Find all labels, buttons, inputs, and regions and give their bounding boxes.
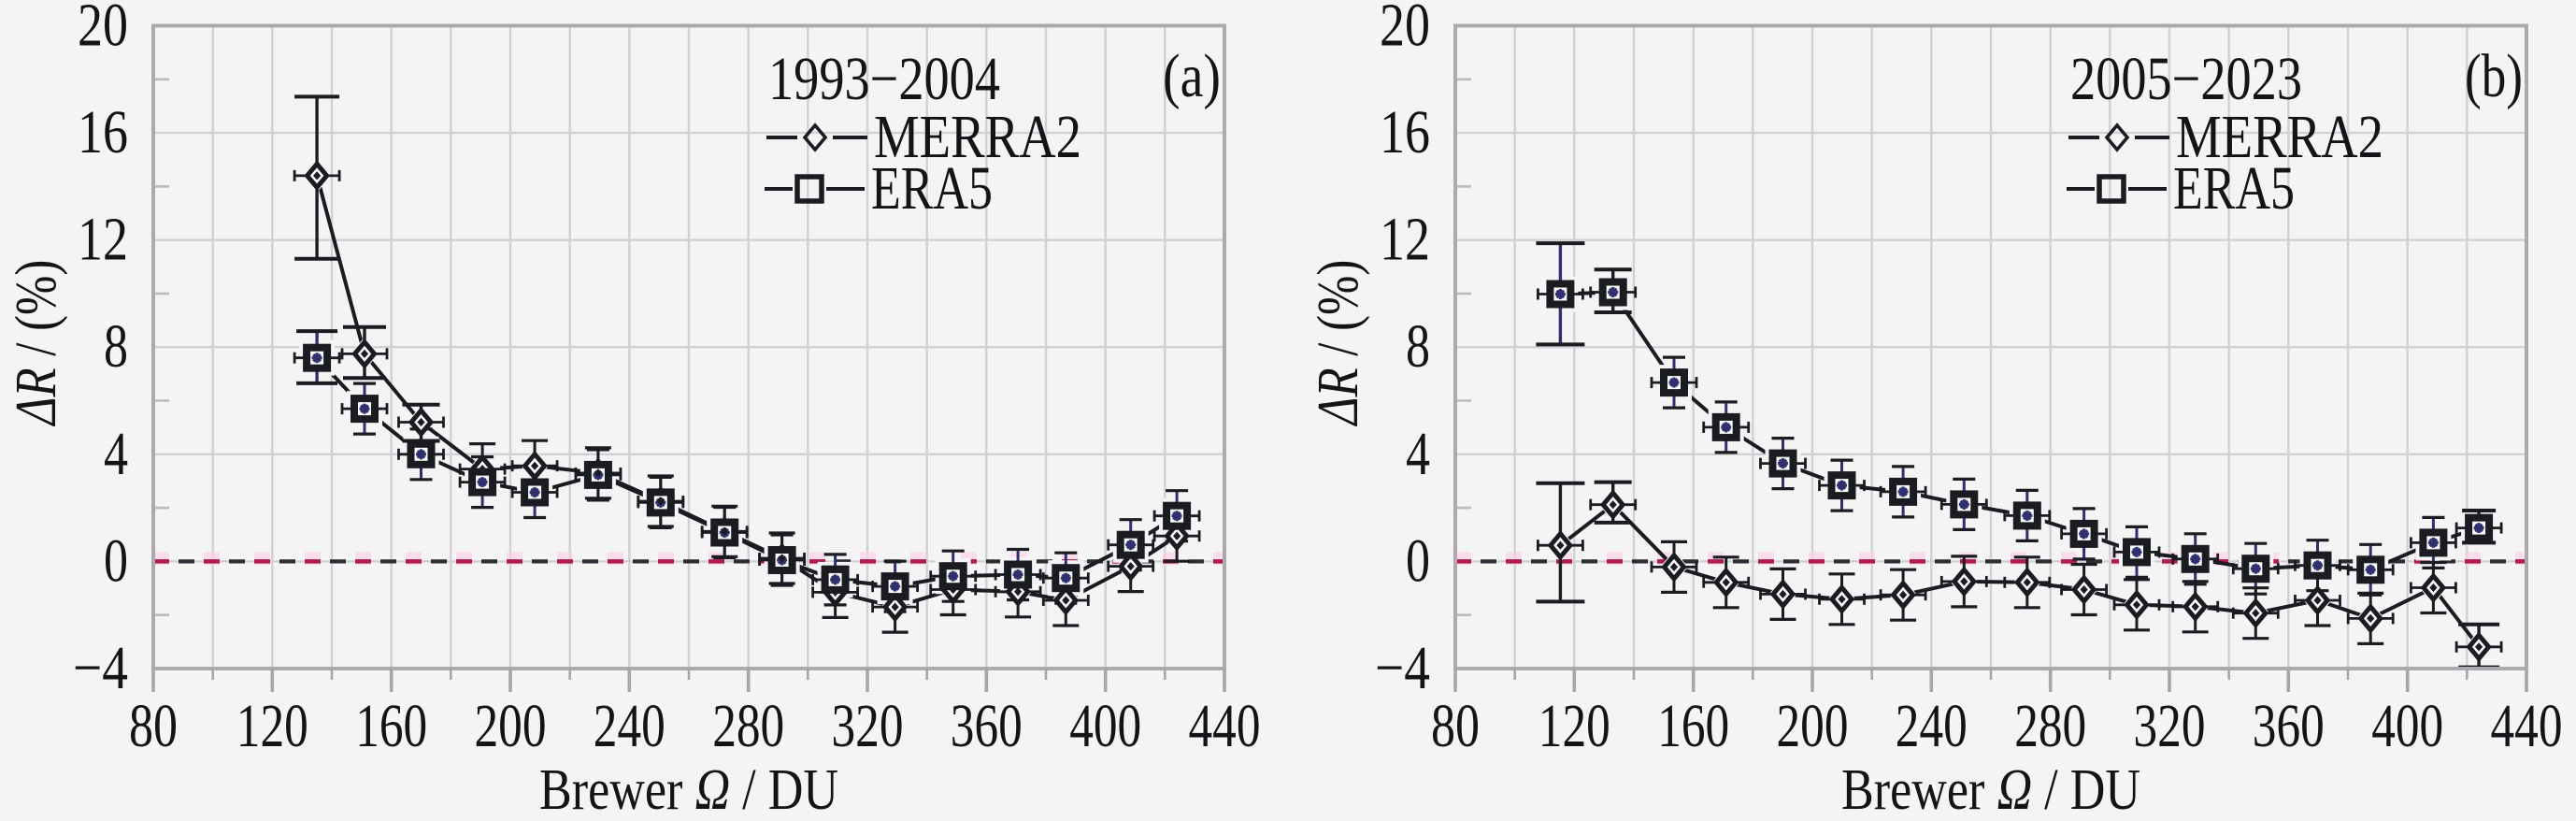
svg-text:Brewer Ω / DU: Brewer Ω / DU	[1841, 758, 2140, 821]
svg-text:20: 20	[1380, 0, 1430, 60]
svg-text:120: 120	[236, 692, 308, 760]
svg-text:ΔR / (%): ΔR / (%)	[4, 260, 68, 426]
svg-text:4: 4	[1406, 420, 1430, 488]
svg-text:16: 16	[78, 98, 128, 166]
svg-text:280: 280	[2014, 692, 2086, 760]
svg-text:1993−2004: 1993−2004	[768, 45, 1000, 113]
svg-text:0: 0	[104, 526, 128, 595]
svg-text:80: 80	[129, 692, 178, 760]
svg-text:200: 200	[475, 692, 547, 760]
svg-text:(a): (a)	[1163, 42, 1221, 110]
svg-text:8: 8	[1406, 312, 1430, 381]
svg-text:16: 16	[1380, 98, 1430, 166]
svg-text:MERRA2: MERRA2	[2176, 103, 2383, 171]
svg-text:160: 160	[1657, 692, 1729, 760]
svg-text:(b): (b)	[2465, 42, 2523, 110]
svg-text:MERRA2: MERRA2	[874, 103, 1081, 171]
svg-text:0: 0	[1406, 526, 1430, 595]
svg-text:160: 160	[355, 692, 427, 760]
svg-text:240: 240	[594, 692, 665, 760]
svg-text:ERA5: ERA5	[871, 154, 993, 223]
svg-text:440: 440	[2491, 692, 2563, 760]
svg-text:120: 120	[1538, 692, 1610, 760]
svg-text:280: 280	[712, 692, 784, 760]
svg-text:12: 12	[78, 206, 128, 274]
svg-text:Brewer Ω / DU: Brewer Ω / DU	[539, 758, 838, 821]
svg-text:ΔR / (%): ΔR / (%)	[1306, 260, 1370, 426]
svg-text:4: 4	[104, 420, 128, 488]
svg-text:400: 400	[2371, 692, 2443, 760]
svg-text:12: 12	[1380, 206, 1430, 274]
svg-text:240: 240	[1896, 692, 1968, 760]
svg-text:360: 360	[951, 692, 1023, 760]
svg-text:360: 360	[2253, 692, 2325, 760]
svg-text:440: 440	[1189, 692, 1261, 760]
svg-text:20: 20	[78, 0, 128, 60]
svg-text:8: 8	[104, 312, 128, 381]
svg-text:320: 320	[832, 692, 904, 760]
svg-text:80: 80	[1431, 692, 1480, 760]
svg-text:ERA5: ERA5	[2173, 154, 2295, 223]
svg-text:400: 400	[1069, 692, 1141, 760]
svg-text:200: 200	[1777, 692, 1849, 760]
svg-text:2005−2023: 2005−2023	[2070, 45, 2302, 113]
svg-text:−4: −4	[73, 634, 128, 702]
svg-text:−4: −4	[1375, 634, 1430, 702]
svg-text:320: 320	[2134, 692, 2206, 760]
